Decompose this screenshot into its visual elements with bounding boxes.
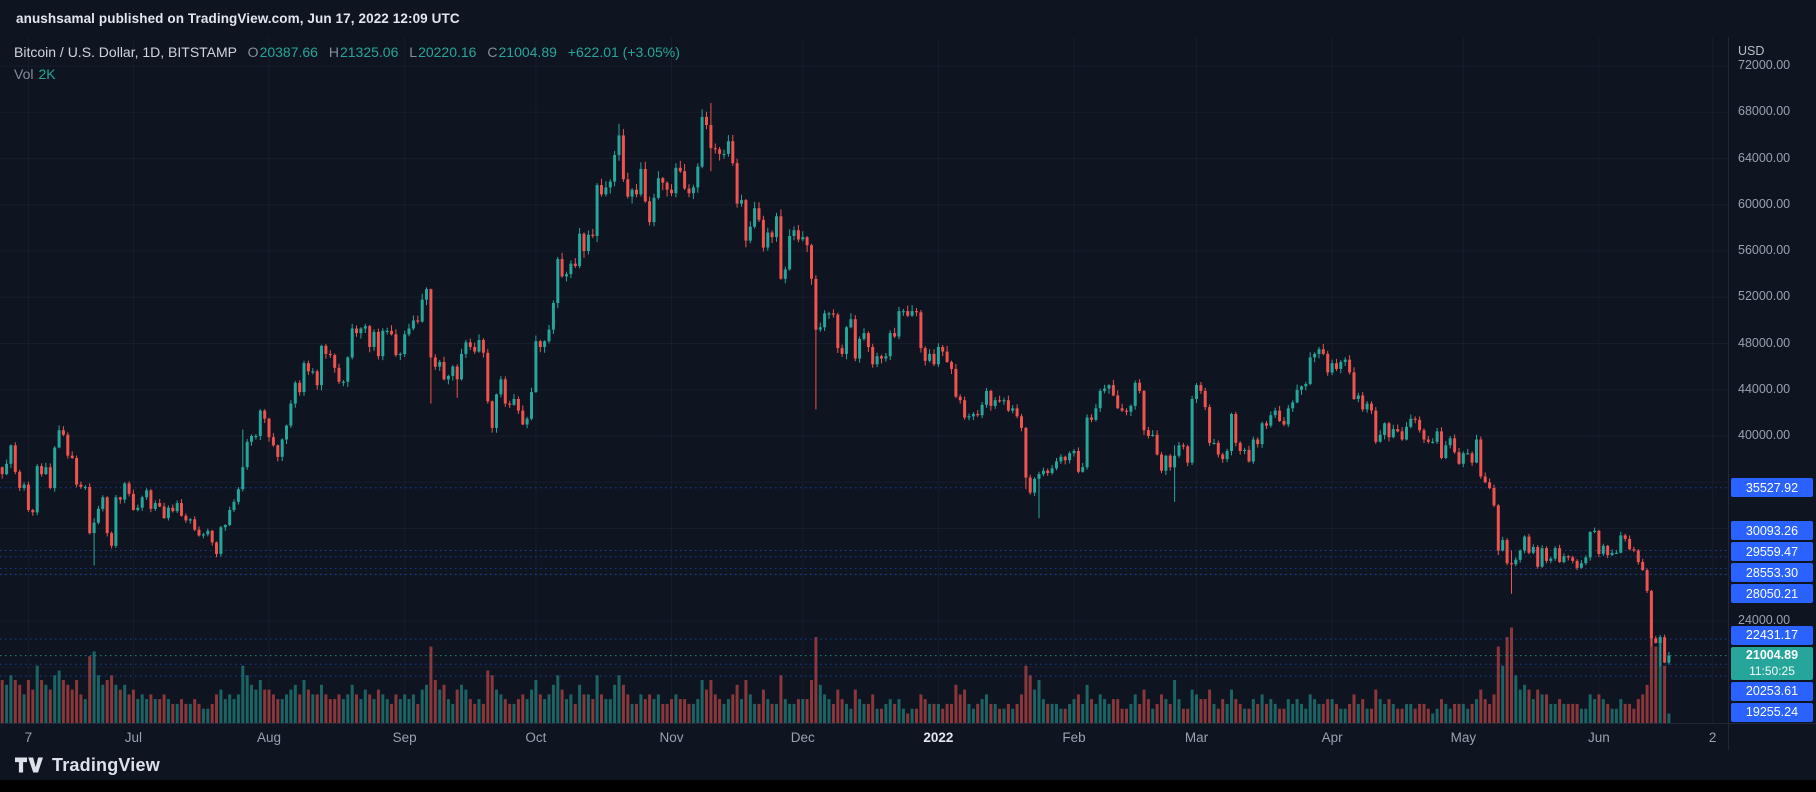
open-label: O	[247, 44, 259, 60]
tradingview-logo-icon[interactable]	[14, 755, 44, 775]
chart-canvas[interactable]	[0, 0, 1728, 723]
currency-label: USD	[1738, 44, 1765, 58]
alert-price-label[interactable]: 35527.92	[1731, 478, 1813, 498]
price-tick: 68000.00	[1738, 104, 1791, 119]
time-label: Apr	[1321, 730, 1343, 745]
time-label: Mar	[1184, 730, 1209, 745]
price-tick: 40000.00	[1738, 428, 1791, 442]
vol-label: Vol	[14, 66, 34, 82]
time-label: 7	[24, 730, 33, 745]
bar-close-countdown: 11:50:25	[1749, 663, 1795, 678]
low-label: L	[409, 44, 418, 60]
time-label: 2	[1708, 730, 1717, 745]
price-tick: 48000.00	[1738, 335, 1791, 350]
time-label: May	[1450, 730, 1477, 745]
price-tick: 72000.00	[1738, 58, 1791, 72]
time-label: Nov	[659, 730, 684, 745]
time-label: Sep	[392, 730, 417, 745]
time-axis-border	[0, 723, 1816, 724]
price-tick: 60000.00	[1738, 196, 1791, 211]
time-label: Oct	[525, 730, 547, 745]
time-axis[interactable]: 7 Jul Aug Sep Oct Nov Dec 2022 Feb Mar Apr May Jun 2	[0, 723, 1728, 750]
current-price-value: 21004.89	[1745, 647, 1799, 662]
alert-price-label[interactable]: 28050.21	[1731, 584, 1813, 604]
bottom-black-bar	[0, 780, 1816, 792]
tradingview-brand[interactable]: TradingView	[52, 754, 160, 775]
price-tick: 24000.00	[1738, 613, 1791, 627]
publish-text: anushsamal published on TradingView.com,…	[16, 11, 460, 26]
volume-legend: Vol 2K	[14, 66, 56, 82]
symbol-legend: Bitcoin / U.S. Dollar, 1D, BITSTAMP O203…	[14, 44, 680, 60]
time-label: 2022	[923, 730, 954, 745]
price-axis-border	[1728, 37, 1729, 750]
high-label: H	[328, 44, 339, 60]
alert-price-label[interactable]: 19255.24	[1731, 702, 1813, 722]
time-label: Jul	[124, 730, 143, 745]
price-tick: 52000.00	[1738, 289, 1791, 304]
alert-price-label[interactable]: 29559.47	[1731, 542, 1813, 562]
time-label: Dec	[790, 730, 815, 745]
price-tick: 44000.00	[1738, 381, 1791, 396]
alert-price-label[interactable]: 28553.30	[1731, 563, 1813, 583]
footer: TradingView	[14, 752, 160, 778]
price-axis[interactable]: USD 21004.89 11:50:25 72000.00 68000.00 64…	[1728, 0, 1816, 750]
symbol-title[interactable]: Bitcoin / U.S. Dollar, 1D, BITSTAMP	[14, 44, 237, 60]
close-value: 21004.89	[498, 44, 557, 60]
high-value: 21325.06	[339, 44, 399, 60]
alert-price-label[interactable]: 20253.61	[1731, 681, 1813, 701]
low-value: 20220.16	[418, 44, 477, 60]
close-label: C	[487, 44, 498, 60]
vol-value: 2K	[38, 66, 56, 82]
time-label: Aug	[257, 730, 282, 745]
change-value: +622.01 (+3.05%)	[567, 44, 680, 60]
price-tick: 56000.00	[1738, 243, 1791, 257]
publish-bar: anushsamal published on TradingView.com,…	[0, 0, 1816, 37]
alert-price-label[interactable]: 22431.17	[1731, 625, 1813, 645]
time-label: Jun	[1588, 730, 1610, 745]
open-value: 20387.66	[259, 44, 318, 60]
time-label: Feb	[1062, 730, 1086, 745]
price-tick: 64000.00	[1738, 150, 1791, 165]
alert-price-label[interactable]: 30093.26	[1731, 521, 1813, 541]
current-price-label: 21004.89 11:50:25	[1731, 646, 1813, 680]
